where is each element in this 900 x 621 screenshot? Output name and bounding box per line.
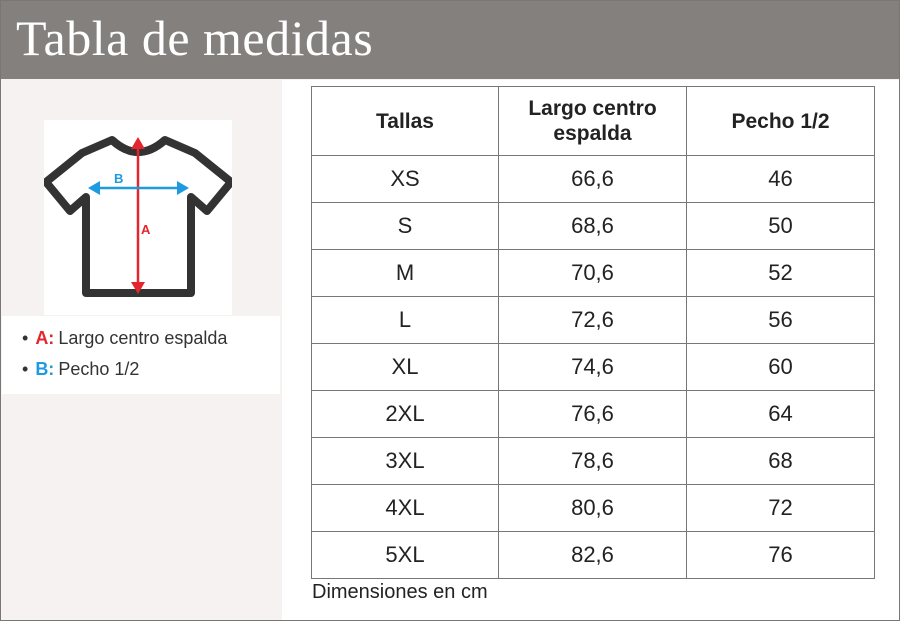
- cell-largo: 66,6: [498, 155, 687, 203]
- arrow-b-right-head: [177, 181, 189, 195]
- cell-talla: XS: [311, 155, 499, 203]
- cell-talla: S: [311, 202, 499, 250]
- column-header-tallas: Tallas: [311, 86, 499, 156]
- cell-talla: 4XL: [311, 484, 499, 532]
- cell-talla: 3XL: [311, 437, 499, 485]
- table-row: 5XL 82,6 76: [311, 531, 875, 579]
- units-note: Dimensiones en cm: [312, 581, 488, 603]
- table-row: L 72,6 56: [311, 296, 875, 344]
- cell-largo: 80,6: [498, 484, 687, 532]
- label-a: A: [141, 222, 151, 237]
- label-b: B: [114, 171, 123, 186]
- legend-item-a: • A: Largo centro espalda: [22, 328, 227, 349]
- cell-pecho: 46: [686, 155, 875, 203]
- tshirt-icon: B A: [42, 136, 235, 297]
- legend: • A: Largo centro espalda • B: Pecho 1/2: [2, 316, 280, 394]
- cell-largo: 82,6: [498, 531, 687, 579]
- cell-talla: 2XL: [311, 390, 499, 438]
- cell-pecho: 50: [686, 202, 875, 250]
- page-title: Tabla de medidas: [16, 10, 374, 66]
- cell-largo: 76,6: [498, 390, 687, 438]
- cell-pecho: 52: [686, 249, 875, 297]
- cell-pecho: 72: [686, 484, 875, 532]
- size-table: Tallas Largo centro espalda Pecho 1/2 XS…: [311, 86, 875, 579]
- legend-key-a: A:: [35, 328, 55, 348]
- arrow-b-left-head: [88, 181, 100, 195]
- arrow-a-top-head: [131, 137, 145, 149]
- cell-largo: 68,6: [498, 202, 687, 250]
- bullet: •: [22, 328, 29, 348]
- legend-text-a: Largo centro espalda: [58, 328, 228, 348]
- cell-pecho: 56: [686, 296, 875, 344]
- legend-text-b: Pecho 1/2: [58, 359, 140, 379]
- cell-pecho: 76: [686, 531, 875, 579]
- legend-key-b: B:: [35, 359, 55, 379]
- arrow-a-bottom-head: [131, 282, 145, 294]
- table-row: 3XL 78,6 68: [311, 437, 875, 485]
- tshirt-diagram: B A: [42, 120, 235, 315]
- cell-talla: 5XL: [311, 531, 499, 579]
- table-row: XS 66,6 46: [311, 155, 875, 203]
- table-row: 4XL 80,6 72: [311, 484, 875, 532]
- table-row: 2XL 76,6 64: [311, 390, 875, 438]
- legend-item-b: • B: Pecho 1/2: [22, 359, 139, 380]
- cell-talla: M: [311, 249, 499, 297]
- page-header: Tabla de medidas: [0, 0, 900, 79]
- column-header-pecho: Pecho 1/2: [686, 86, 875, 156]
- table-row: S 68,6 50: [311, 202, 875, 250]
- cell-talla: L: [311, 296, 499, 344]
- bullet: •: [22, 359, 29, 379]
